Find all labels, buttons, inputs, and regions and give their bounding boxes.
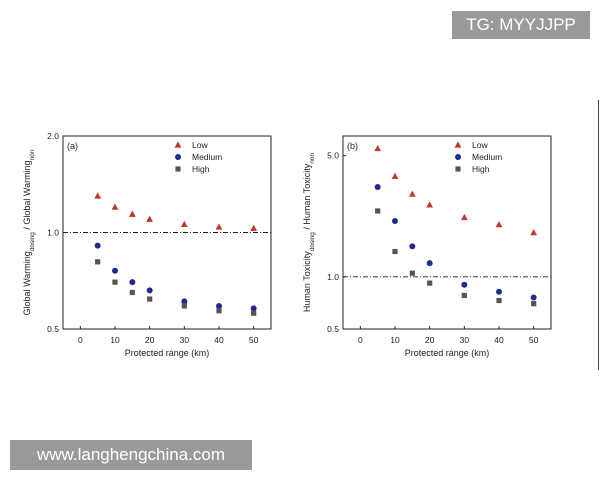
- panel-b-point-medium: [426, 260, 433, 267]
- panel-a-point-high: [95, 259, 101, 265]
- panel-a-point-medium: [181, 298, 188, 305]
- panel-a-point-high: [251, 310, 257, 316]
- panel-b-point-low: [530, 229, 538, 236]
- panel-a-legend-label-medium: Medium: [192, 152, 222, 162]
- watermark-bottom: www.langhengchina.com: [10, 440, 252, 470]
- panel-b-x-tick-label: 50: [529, 335, 539, 345]
- panel-b-label: (b): [347, 141, 358, 151]
- panel-a-label: (a): [67, 141, 78, 151]
- panel-a-point-medium: [216, 302, 222, 309]
- panel-a-point-low: [250, 224, 258, 231]
- panel-b-legend-label-low: Low: [472, 140, 488, 150]
- panel-b-point-medium: [496, 288, 502, 295]
- panel-b-x-tick-label: 10: [390, 335, 400, 345]
- panel-a-y-axis-label-part: Global Warming: [22, 251, 32, 315]
- panel-a-x-tick-label: 40: [214, 335, 224, 345]
- panel-a-y-tick-label: 2.0: [47, 131, 59, 141]
- panel-b-point-medium: [392, 218, 398, 225]
- panel-a-x-tick-label: 50: [249, 335, 259, 345]
- panel-a-x-tick-label: 10: [110, 335, 120, 345]
- panel-a-point-low: [128, 210, 136, 217]
- panel-b-point-high: [427, 280, 433, 286]
- panel-b-x-tick-label: 20: [425, 335, 435, 345]
- panel-a-legend-label-high: High: [192, 164, 210, 174]
- page-edge-divider: [598, 100, 599, 370]
- panel-a-point-medium: [94, 242, 101, 249]
- panel-b-point-medium: [409, 243, 416, 250]
- panel-a-y-axis-label: Global Warmingdosing / Global Warmingnon: [22, 149, 36, 315]
- panel-b-x-tick-label: 0: [358, 335, 363, 345]
- watermark-top: TG: MYYJJPP: [452, 11, 590, 39]
- panel-b-point-low: [374, 144, 382, 152]
- panel-b-y-axis-label: Human Toxicitydosing / Human Toxicitynon: [302, 153, 316, 313]
- panel-b-plot-frame: [342, 135, 552, 330]
- panel-b-legend-label-medium: Medium: [472, 152, 502, 162]
- panel-b-point-low: [460, 213, 468, 221]
- panel-b-legend-label-high: High: [472, 164, 490, 174]
- panel-a-point-medium: [250, 305, 257, 312]
- panel-b-point-low: [495, 221, 503, 228]
- panel-a-x-tick-label: 20: [145, 335, 155, 345]
- panel-b-legend-marker-high: [455, 166, 461, 172]
- panel-a-y-axis-label-part: / Global Warming: [22, 160, 32, 232]
- panel-b-y-tick-label: 1.0: [327, 272, 339, 282]
- panel-b-point-medium: [374, 184, 381, 191]
- panel-a-x-tick-label: 30: [180, 335, 190, 345]
- panel-a-point-high: [181, 303, 187, 309]
- panel-a-point-low: [180, 220, 188, 227]
- panel-b-y-axis-label-subscript: dosing: [309, 232, 316, 252]
- panel-b-point-high: [392, 248, 398, 255]
- panel-b-point-high: [375, 208, 381, 214]
- panel-a-point-medium: [146, 287, 153, 294]
- panel-a-legend-marker-low: [174, 141, 182, 148]
- panel-b-point-high: [461, 292, 467, 299]
- panel-a-point-low: [146, 215, 154, 222]
- panel-b-point-high: [531, 301, 537, 307]
- panel-a-y-tick-label: 0.5: [47, 324, 59, 334]
- panel-b-y-tick-label: 5.0: [327, 151, 339, 161]
- panel-b-x-tick-label: 40: [494, 335, 504, 345]
- panel-a-y-axis-label-subscript: dosing: [29, 232, 36, 252]
- panel-b-y-axis-label-part: Human Toxicity: [302, 251, 312, 312]
- panel-a-point-low: [111, 203, 119, 210]
- panel-a-point-high: [129, 289, 135, 296]
- panel-a-x-axis-label: Protected range (km): [125, 348, 210, 358]
- panel-a-point-high: [216, 308, 222, 314]
- panel-a-legend-marker-high: [175, 166, 181, 172]
- panel-b-point-high: [409, 270, 415, 276]
- panel-a-legend-marker-medium: [175, 154, 181, 160]
- panel-b-point-low: [391, 172, 399, 179]
- panel-b-point-high: [496, 297, 502, 304]
- panel-b-point-medium: [530, 294, 537, 301]
- panel-b-point-low: [426, 201, 434, 208]
- panel-a-point-medium: [112, 267, 118, 274]
- panel-b-x-tick-label: 30: [460, 335, 470, 345]
- panel-b-x-axis-label: Protected range (km): [405, 348, 490, 358]
- panel-a-point-high: [112, 279, 118, 285]
- panel-a-y-tick-label: 1.0: [47, 228, 59, 238]
- panel-b-y-tick-label: 0.5: [327, 324, 339, 334]
- panel-b-legend-marker-low: [454, 141, 462, 148]
- panel-a-point-low: [215, 223, 223, 230]
- panel-b-point-low: [408, 190, 416, 197]
- panel-a-point-low: [94, 192, 102, 199]
- panel-b-legend-marker-medium: [455, 154, 461, 160]
- panel-a-y-axis-label-subscript: non: [29, 149, 36, 160]
- panel-a-point-high: [147, 296, 153, 302]
- panel-b-point-medium: [461, 281, 468, 288]
- panel-a-legend-label-low: Low: [192, 140, 208, 150]
- panel-a-point-medium: [129, 279, 136, 286]
- panel-b-y-axis-label-subscript: non: [309, 153, 316, 164]
- panel-a-x-tick-label: 0: [78, 335, 83, 345]
- panel-b-y-axis-label-part: / Human Toxicity: [302, 163, 312, 232]
